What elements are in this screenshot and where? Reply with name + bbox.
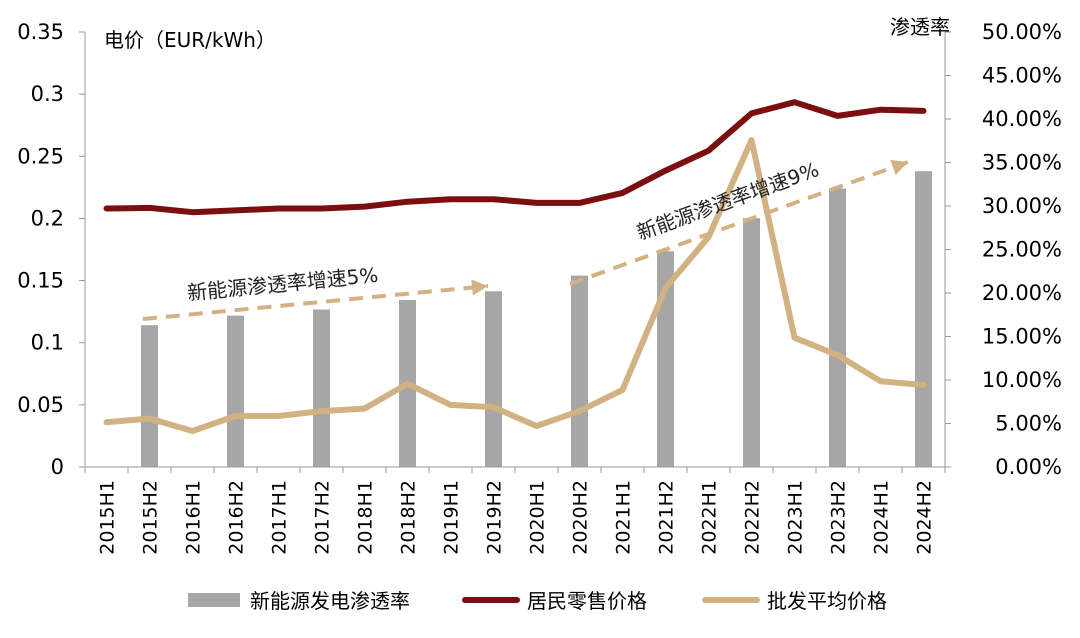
trend-arrow-head — [471, 279, 488, 296]
legend-label: 新能源发电渗透率 — [250, 589, 410, 613]
right-tick-label: 5.00% — [995, 412, 1062, 436]
right-tick-label: 35.00% — [982, 151, 1062, 175]
series-line — [103, 99, 927, 216]
x-tick-label: 2017H2 — [312, 480, 334, 555]
right-tick-label: 50.00% — [982, 20, 1062, 44]
bar — [227, 315, 244, 467]
left-tick-label: 0.1 — [31, 331, 64, 355]
annotations: 新能源渗透率增速5%新能源渗透率增速9% — [142, 157, 909, 321]
right-tick-label: 20.00% — [982, 281, 1062, 305]
right-tick-label: 30.00% — [982, 194, 1062, 218]
trend-arrow-line — [569, 160, 909, 286]
x-tick-label: 2024H1 — [871, 480, 893, 555]
left-axis-title: 电价（EUR/kWh） — [104, 28, 276, 52]
x-tick-label: 2015H1 — [97, 480, 119, 555]
bar — [829, 188, 846, 467]
x-tick-label: 2016H1 — [183, 480, 205, 555]
x-tick-label: 2021H2 — [656, 480, 678, 555]
x-tick-label: 2022H1 — [699, 480, 721, 555]
x-tick-label: 2017H1 — [269, 480, 291, 555]
bar — [141, 325, 158, 467]
right-tick-label: 0.00% — [995, 455, 1062, 479]
bar — [485, 291, 502, 467]
x-tick-label: 2020H2 — [570, 480, 592, 555]
x-tick-label: 2023H2 — [828, 480, 850, 555]
right-tick-label: 15.00% — [982, 325, 1062, 349]
bar — [313, 309, 330, 467]
bar — [571, 275, 588, 467]
trend-arrow-line — [142, 284, 489, 321]
right-tick-label: 10.00% — [982, 368, 1062, 392]
x-tick-label: 2021H1 — [613, 480, 635, 555]
left-tick-label: 0 — [51, 455, 64, 479]
left-tick-label: 0.2 — [31, 206, 64, 230]
trend-arrow-head — [890, 159, 908, 175]
x-tick-label: 2016H2 — [226, 480, 248, 555]
bar — [915, 171, 932, 467]
x-tick-label: 2019H1 — [441, 480, 463, 555]
right-axis-title: 渗透率 — [890, 15, 950, 39]
left-tick-label: 0.3 — [31, 82, 64, 106]
legend-label: 批发平均价格 — [767, 589, 887, 613]
left-tick-label: 0.05 — [17, 393, 64, 417]
axes: 0 0.05 0.1 0.15 0.2 0.25 0.3 0.35 0.00% 5.00% 10.0… — [17, 15, 1062, 555]
series-line — [103, 137, 927, 434]
legend-swatch-bar — [188, 593, 240, 607]
legend-label: 居民零售价格 — [527, 589, 647, 613]
left-tick-label: 0.15 — [17, 269, 64, 293]
x-tick-label: 2024H2 — [914, 480, 936, 555]
left-tick-label: 0.25 — [17, 144, 64, 168]
x-tick-label: 2022H2 — [742, 480, 764, 555]
x-tick-label: 2018H1 — [355, 480, 377, 555]
x-tick-label: 2020H1 — [527, 480, 549, 555]
right-tick-label: 40.00% — [982, 107, 1062, 131]
right-tick-label: 25.00% — [982, 238, 1062, 262]
left-tick-label: 0.35 — [17, 20, 64, 44]
x-tick-label: 2018H2 — [398, 480, 420, 555]
line-series — [103, 99, 927, 434]
x-tick-label: 2023H1 — [785, 480, 807, 555]
x-tick-label: 2015H2 — [140, 480, 162, 555]
x-tick-label: 2019H2 — [484, 480, 506, 555]
bar-series — [141, 171, 932, 467]
bar — [743, 218, 760, 467]
legend: 新能源发电渗透率 居民零售价格 批发平均价格 — [188, 589, 887, 613]
right-tick-label: 45.00% — [982, 64, 1062, 88]
